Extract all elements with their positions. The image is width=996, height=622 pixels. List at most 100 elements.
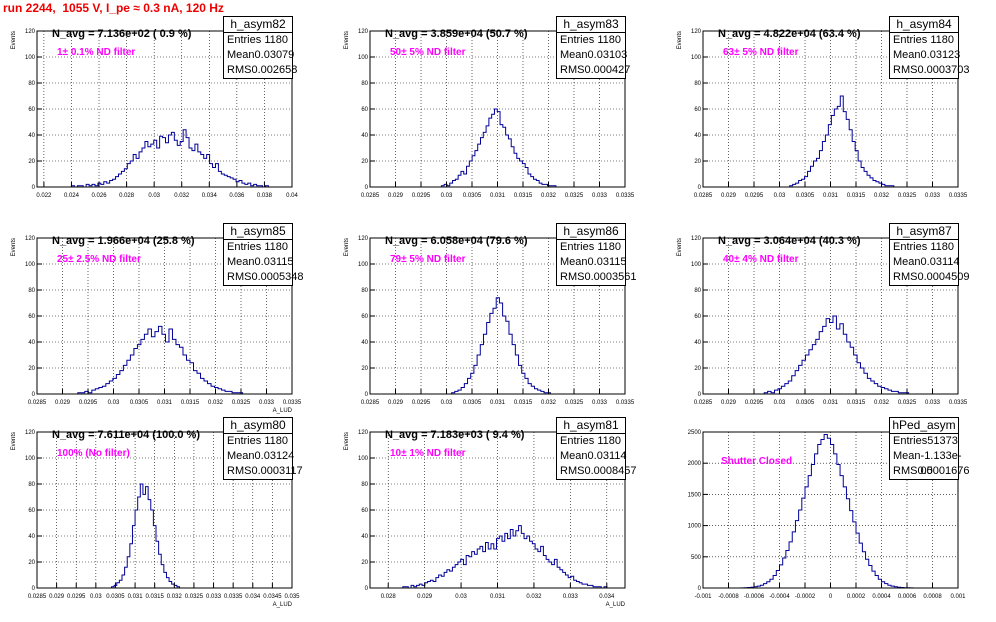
- x-tick-label: 0.0006: [898, 594, 917, 600]
- x-tick-label: 0.031: [823, 193, 839, 199]
- histogram-panel-h-asym84: 0.0285 0.029 0.0295 0.03 0.0305 0.031 0.0315 0.…: [666, 14, 996, 221]
- histogram-series-line: [763, 315, 913, 395]
- stats-label-entries: Entries: [227, 34, 262, 46]
- x-tick-label: 0.03: [441, 193, 453, 199]
- y-tick-label: 80: [28, 288, 35, 294]
- histogram-series-line: [440, 108, 559, 188]
- histogram-name: h_asym83: [557, 17, 625, 33]
- y-tick-label: 2500: [688, 430, 702, 436]
- histogram-series-line: [451, 297, 554, 395]
- x-tick-label: 0.03: [774, 193, 786, 199]
- stats-value-entries: 1180: [264, 435, 288, 447]
- x-tick-label: 0.0335: [283, 400, 302, 406]
- y-tick-label: 80: [361, 482, 368, 488]
- stats-row-mean: Mean 0.03124: [224, 449, 294, 464]
- stats-value-rms: 0.0008457: [584, 465, 637, 477]
- stats-label-rms: RMS: [560, 271, 585, 283]
- y-tick-label: 0: [32, 185, 36, 191]
- x-tick-label: 0.033: [563, 594, 579, 600]
- stats-label-entries: Entries: [893, 241, 928, 253]
- histogram-panel-h-asym85: 0.0285 0.029 0.0295 0.03 0.0305 0.031 0.0315 0.…: [0, 221, 330, 428]
- y-tick-label: 60: [361, 314, 368, 320]
- stats-value-entries: 1180: [930, 34, 954, 46]
- navg-label: N_avg = 7.136e+02 ( 0.9 %): [52, 28, 192, 40]
- histogram-panel-h-asym80: 0.0285 0.029 0.0295 0.03 0.0305 0.031 0.0315 0.…: [0, 415, 330, 622]
- x-tick-label: 0.03: [774, 400, 786, 406]
- x-tick-label: 0.0305: [463, 400, 482, 406]
- y-axis-label: Events: [344, 31, 350, 49]
- y-tick-label: 0: [365, 185, 369, 191]
- x-tick-label: -0.0008: [718, 594, 739, 600]
- y-tick-label: 0: [698, 185, 702, 191]
- stats-row-entries: Entries 1180: [557, 240, 625, 255]
- stats-label-rms: RMS: [560, 64, 585, 76]
- filter-annotation: 50± 5% ND filter: [390, 47, 466, 58]
- page-title: run 2244, 1055 V, I_pe ≈ 0.3 nA, 120 Hz: [3, 1, 224, 15]
- histogram-name: h_asym87: [890, 224, 958, 240]
- x-tick-label: 0.032: [541, 400, 557, 406]
- histogram-svg: 0.0285 0.029 0.0295 0.03 0.0305 0.031 0.0315 0.…: [677, 29, 968, 199]
- x-tick-label: 0.033: [592, 193, 608, 199]
- histogram-panel-h-asym81: 0.028 0.029 0.03 0.031 0.032 0.033 0.034 0 20 40 6…: [333, 415, 663, 622]
- y-axis-label: Events: [344, 238, 350, 256]
- y-tick-label: 100: [25, 55, 36, 61]
- y-tick-label: 100: [691, 55, 702, 61]
- filter-annotation: 40± 4% ND filter: [723, 254, 799, 265]
- stats-value-entries: 1180: [597, 34, 621, 46]
- histogram-name: h_asym80: [224, 418, 292, 434]
- filter-annotation: 100% (No filter): [57, 448, 130, 459]
- navg-label: N_avg = 1.966e+04 (25.8 %): [52, 235, 195, 247]
- stats-row-rms: RMS 0.0003561: [557, 270, 636, 285]
- stats-value-rms: 0.0004509: [917, 271, 970, 283]
- histogram-name: h_asym81: [557, 418, 625, 434]
- y-tick-label: 1000: [688, 524, 702, 530]
- x-tick-label: 0.024: [64, 193, 80, 199]
- x-tick-label: 0.03: [441, 400, 453, 406]
- x-tick-label: 0.0285: [694, 400, 713, 406]
- stats-row-mean: Mean -1.133e-05: [890, 449, 962, 477]
- stats-label-rms: RMS: [893, 465, 918, 477]
- x-tick-label: 0.0285: [28, 594, 47, 600]
- y-axis-label: Events: [677, 238, 683, 256]
- y-tick-label: 100: [358, 55, 369, 61]
- x-tick-label: 0.0285: [28, 400, 47, 406]
- stats-value-rms: 0.0001676: [917, 465, 970, 477]
- x-tick-label: 0.029: [388, 400, 404, 406]
- x-tick-label: 0.033: [259, 400, 275, 406]
- x-tick-label: 0: [829, 594, 833, 600]
- histogram-name: h_asym85: [224, 224, 292, 240]
- x-tick-label: 0.036: [229, 193, 245, 199]
- x-tick-label: 0.032: [167, 594, 183, 600]
- stats-value-entries: 1180: [930, 241, 954, 253]
- stats-label-mean: Mean: [560, 49, 588, 61]
- x-tick-label: 0.033: [592, 400, 608, 406]
- stats-label-rms: RMS: [227, 64, 252, 76]
- histogram-series-line: [402, 525, 608, 589]
- y-tick-label: 40: [361, 534, 368, 540]
- x-tick-label: 0.0325: [565, 400, 584, 406]
- stats-row-mean: Mean 0.03103: [557, 48, 627, 63]
- stats-label-mean: Mean: [227, 450, 255, 462]
- histogram-panel-h-asym83: 0.0285 0.029 0.0295 0.03 0.0305 0.031 0.0315 0.…: [333, 14, 663, 221]
- x-tick-label: 0.0345: [263, 594, 282, 600]
- histogram-panel-h-asym86: 0.0285 0.029 0.0295 0.03 0.0305 0.031 0.0315 0.…: [333, 221, 663, 428]
- y-tick-label: 80: [28, 482, 35, 488]
- x-tick-label: 0.0295: [745, 400, 764, 406]
- y-tick-label: 1500: [688, 492, 702, 498]
- stats-value-entries: 51373: [927, 435, 958, 447]
- y-tick-label: 120: [691, 29, 702, 35]
- x-tick-label: 0.0285: [694, 193, 713, 199]
- stats-row-rms: RMS 0.0008457: [557, 464, 636, 479]
- histogram-name: h_asym86: [557, 224, 625, 240]
- x-tick-label: 0.0285: [361, 400, 380, 406]
- stats-value-entries: 1180: [597, 241, 621, 253]
- stats-label-mean: Mean: [560, 450, 588, 462]
- stats-label-rms: RMS: [227, 465, 252, 477]
- stats-value-mean: 0.03115: [587, 256, 627, 268]
- x-tick-label: 0.0325: [565, 193, 584, 199]
- stats-value-mean: 0.03114: [587, 450, 627, 462]
- y-tick-label: 80: [694, 81, 701, 87]
- stats-label-rms: RMS: [893, 64, 918, 76]
- x-tick-label: 0.032: [541, 193, 557, 199]
- x-axis-label: A_LUD: [606, 602, 626, 608]
